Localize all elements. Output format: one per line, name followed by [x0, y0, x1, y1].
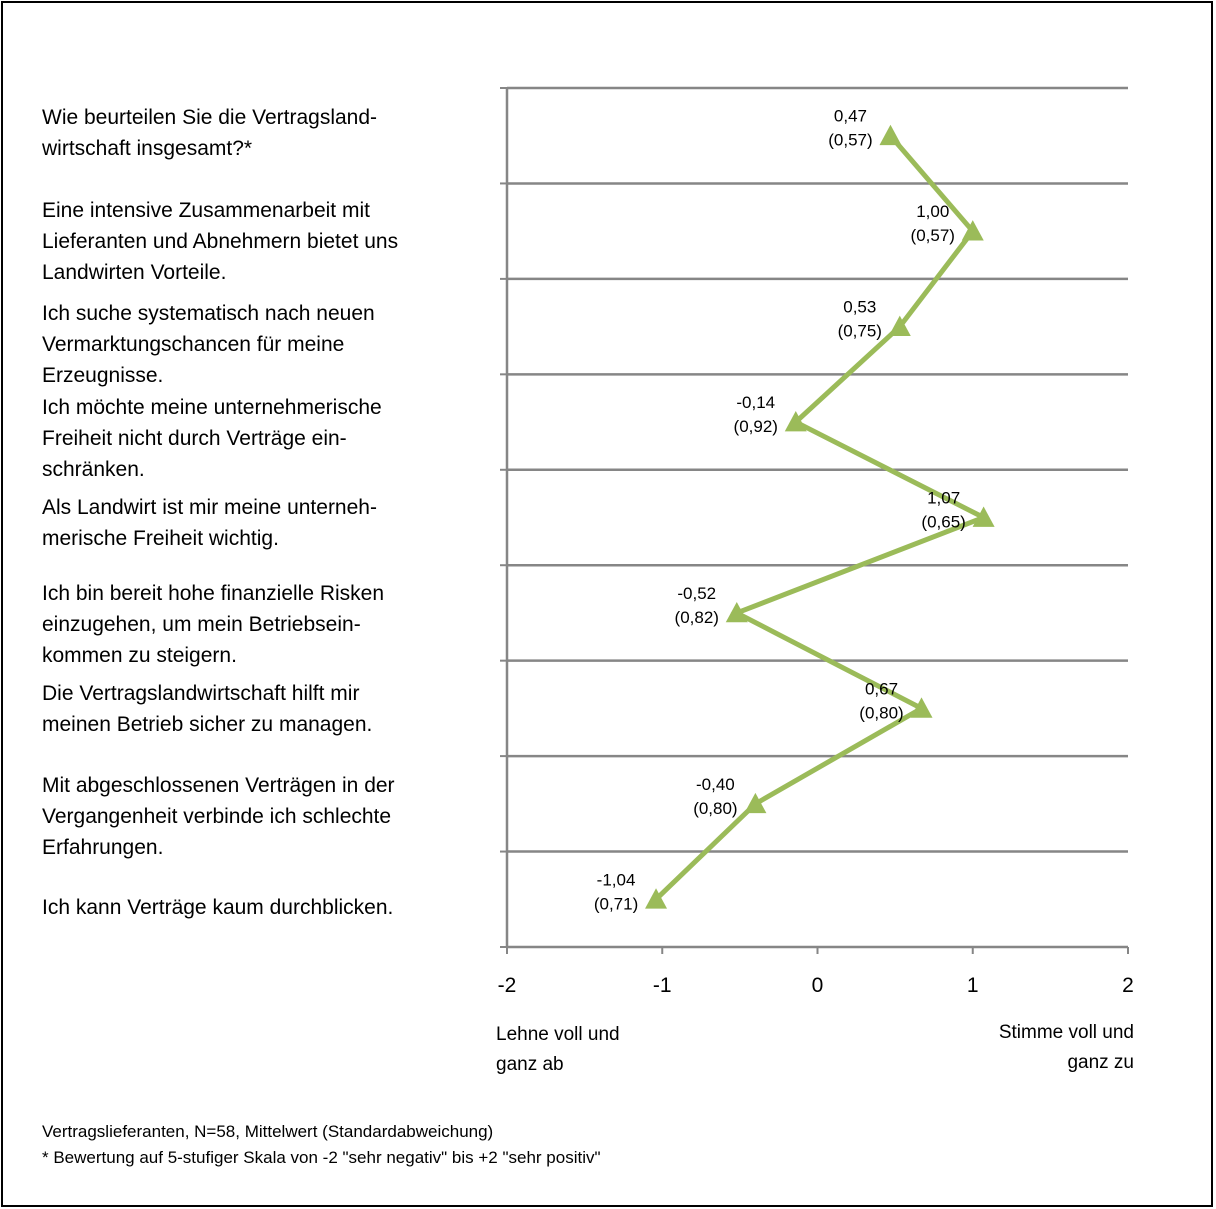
question-label: Wie beurteilen Sie die Vertragsland- wir… [42, 106, 378, 160]
question-label: Ich kann Verträge kaum durchblicken. [42, 896, 394, 919]
question-label: Ich suche systematisch nach neuen Vermar… [42, 302, 375, 387]
data-label-sd: (0,92) [734, 417, 778, 436]
data-label-sd: (0,57) [911, 226, 955, 245]
question-label: Eine intensive Zusammenarbeit mit Liefer… [42, 199, 399, 284]
data-label-mean: 1,07 [927, 489, 960, 508]
data-label-sd: (0,82) [675, 608, 719, 627]
data-point-marker [645, 888, 668, 909]
data-label-mean: -0,40 [696, 775, 735, 794]
question-label: Die Vertragslandwirtschaft hilft mir mei… [42, 682, 373, 736]
data-label-sd: (0,80) [859, 703, 903, 722]
x-tick-label: 2 [1122, 974, 1134, 997]
data-label-sd: (0,57) [828, 131, 872, 150]
data-label-mean: -0,52 [677, 584, 716, 603]
data-label-mean: 0,67 [865, 679, 898, 698]
data-label-mean: 1,00 [916, 202, 949, 221]
data-point-marker [888, 315, 911, 336]
data-point-marker [910, 697, 933, 718]
data-label-sd: (0,75) [838, 322, 882, 341]
data-label-sd: (0,65) [921, 513, 965, 532]
data-label-sd: (0,80) [693, 799, 737, 818]
note-sample: Vertragslieferanten, N=58, Mittelwert (S… [42, 1122, 494, 1141]
axis-right-label: Stimme voll und ganz zu [998, 1022, 1134, 1073]
x-tick-label: -1 [653, 974, 672, 997]
data-point-marker [961, 220, 984, 241]
data-point-marker [725, 601, 748, 623]
data-label-mean: -1,04 [597, 870, 636, 889]
x-tick-label: 0 [812, 974, 824, 997]
question-label: Ich bin bereit hohe finanzielle Risken e… [42, 582, 385, 667]
data-point-marker [744, 792, 767, 814]
data-point-marker [879, 124, 902, 146]
data-label-mean: 0,53 [843, 298, 876, 317]
question-label: Als Landwirt ist mir meine unterneh- mer… [42, 496, 377, 550]
data-label-mean: -0,14 [736, 393, 775, 412]
axis-left-label: Lehne voll und ganz ab [496, 1024, 620, 1075]
x-tick-label: -2 [498, 974, 517, 997]
data-label-mean: 0,47 [834, 107, 867, 126]
data-point-marker [784, 411, 807, 432]
x-tick-label: 1 [967, 974, 979, 997]
data-point-marker [972, 506, 995, 527]
chart-svg: -2 -1 0 1 2 0,47 (0,57) 1,00 (0,57) 0,53 (0,75) -0,… [498, 86, 1134, 997]
question-label: Ich möchte meine unternehmerische Freihe… [42, 396, 382, 481]
data-label-sd: (0,71) [594, 894, 638, 913]
question-label: Mit abgeschlossenen Verträgen in der Ver… [42, 774, 395, 859]
note-scale: * Bewertung auf 5-stufiger Skala von -2 … [42, 1148, 601, 1167]
